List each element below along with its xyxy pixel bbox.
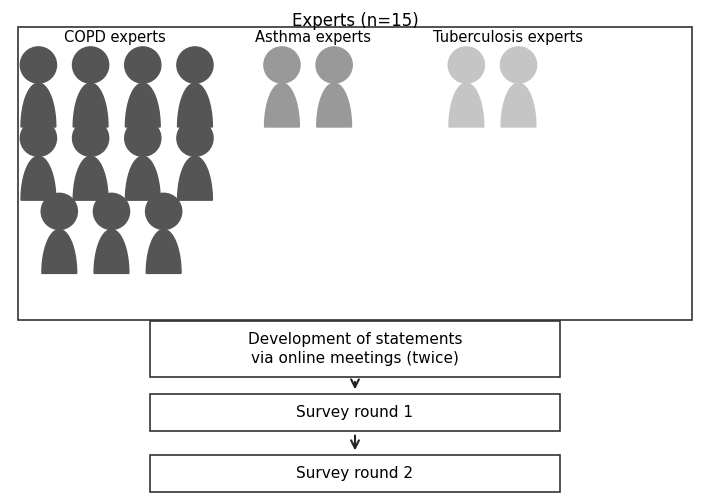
Text: Survey round 2: Survey round 2 — [297, 466, 413, 481]
Ellipse shape — [264, 47, 300, 83]
Ellipse shape — [501, 47, 537, 83]
Polygon shape — [265, 83, 300, 127]
Ellipse shape — [21, 47, 57, 83]
Ellipse shape — [125, 120, 161, 156]
Polygon shape — [146, 230, 181, 273]
Ellipse shape — [21, 120, 57, 156]
Ellipse shape — [316, 47, 352, 83]
Polygon shape — [501, 83, 536, 127]
Polygon shape — [21, 156, 56, 200]
Polygon shape — [126, 156, 160, 200]
FancyBboxPatch shape — [18, 27, 692, 320]
Text: Survey round 1: Survey round 1 — [297, 405, 413, 420]
FancyBboxPatch shape — [150, 321, 560, 377]
Text: Experts (n=15): Experts (n=15) — [292, 12, 418, 30]
Polygon shape — [178, 156, 212, 200]
Text: Asthma experts: Asthma experts — [256, 30, 371, 45]
FancyBboxPatch shape — [150, 455, 560, 492]
Polygon shape — [73, 156, 108, 200]
Ellipse shape — [41, 193, 77, 230]
Ellipse shape — [146, 193, 182, 230]
Ellipse shape — [177, 120, 213, 156]
Ellipse shape — [94, 193, 129, 230]
Polygon shape — [94, 230, 129, 273]
Ellipse shape — [72, 47, 109, 83]
FancyBboxPatch shape — [150, 394, 560, 431]
Text: Tuberculosis experts: Tuberculosis experts — [433, 30, 583, 45]
Polygon shape — [42, 230, 77, 273]
Text: Development of statements
via online meetings (twice): Development of statements via online mee… — [248, 332, 462, 367]
Ellipse shape — [72, 120, 109, 156]
Polygon shape — [317, 83, 351, 127]
Polygon shape — [126, 83, 160, 127]
Text: COPD experts: COPD experts — [64, 30, 166, 45]
Polygon shape — [449, 83, 484, 127]
Ellipse shape — [448, 47, 484, 83]
Ellipse shape — [177, 47, 213, 83]
Polygon shape — [178, 83, 212, 127]
Polygon shape — [73, 83, 108, 127]
Ellipse shape — [125, 47, 161, 83]
Polygon shape — [21, 83, 56, 127]
